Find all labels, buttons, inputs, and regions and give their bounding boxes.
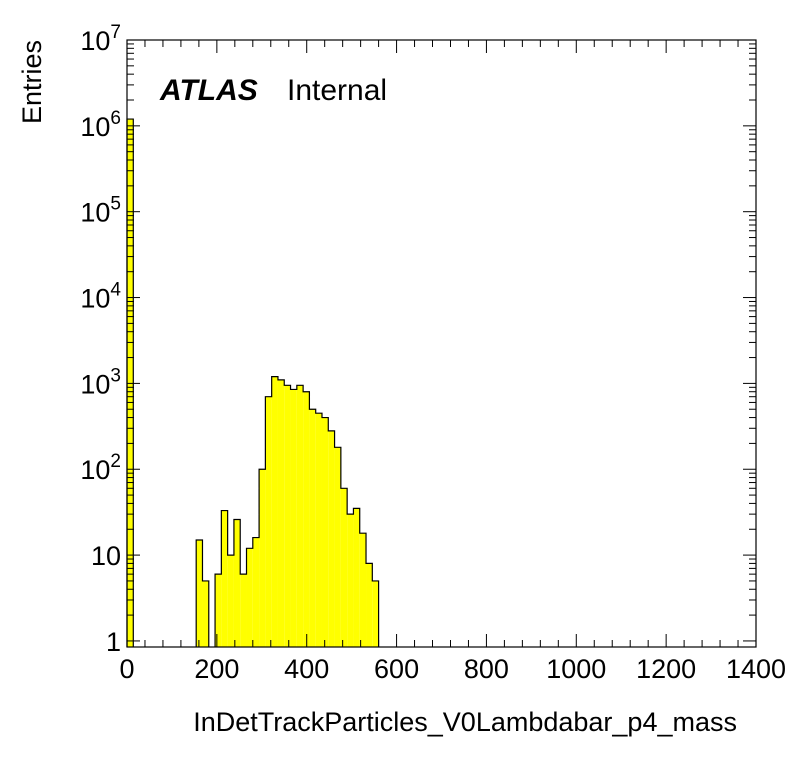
x-tick-label: 0 — [119, 654, 134, 684]
histogram-bin — [215, 574, 222, 647]
x-tick-label: 400 — [284, 654, 329, 684]
histogram-bin — [309, 409, 316, 647]
histogram-bin — [221, 510, 228, 647]
histogram-bin — [202, 580, 209, 647]
y-tick-label: 1 — [106, 627, 121, 657]
histogram-bin — [353, 508, 360, 647]
histogram-bin — [347, 514, 354, 647]
histogram-bin — [196, 539, 203, 647]
x-tick-label: 1000 — [546, 654, 606, 684]
plot-frame — [126, 39, 757, 648]
histogram-bin — [252, 537, 260, 647]
x-tick-label: 800 — [464, 654, 509, 684]
histogram-bin — [359, 533, 367, 647]
histogram-bin — [366, 563, 373, 647]
histogram-bin — [303, 391, 310, 647]
y-tick-label: 105 — [80, 194, 121, 228]
y-tick-label: 103 — [80, 365, 121, 399]
y-axis-title: Entries — [17, 40, 47, 124]
histogram-bars — [126, 118, 380, 647]
histogram-bin — [284, 385, 291, 647]
histogram-bin — [290, 389, 297, 647]
histogram-bin — [340, 488, 348, 647]
histogram-bin — [233, 519, 241, 647]
histogram-bin — [277, 379, 285, 647]
histogram-bin — [321, 417, 329, 647]
histogram-bin — [246, 548, 253, 647]
y-tick-label: 104 — [80, 280, 121, 314]
x-tick-label: 1200 — [636, 654, 696, 684]
y-tick-label: 102 — [80, 451, 121, 485]
x-tick-label: 200 — [194, 654, 239, 684]
histogram-bin — [227, 555, 234, 647]
y-tick-label: 106 — [80, 108, 121, 142]
histogram-bin — [296, 385, 304, 647]
internal-label: Internal — [287, 74, 387, 107]
x-tick-label: 1400 — [726, 654, 786, 684]
y-tick-label: 107 — [80, 22, 121, 56]
histogram-bin — [315, 413, 322, 647]
x-axis-title: InDetTrackParticles_V0Lambdabar_p4_mass — [193, 707, 737, 737]
histogram-bin — [372, 580, 379, 647]
histogram-bin — [271, 376, 278, 647]
histogram-bin — [265, 396, 272, 647]
histogram-bin — [328, 430, 335, 647]
histogram-bin — [259, 469, 266, 647]
histogram-bin — [334, 447, 341, 647]
atlas-label: ATLAS — [159, 74, 258, 107]
axis-ticks — [126, 40, 757, 647]
histogram-bin — [240, 574, 247, 647]
y-tick-label: 10 — [91, 541, 121, 571]
tick-labels: 0 200 400 600 800 1000 1200 1400 1 10 102 103 104 105… — [80, 22, 786, 684]
x-tick-label: 600 — [374, 654, 419, 684]
